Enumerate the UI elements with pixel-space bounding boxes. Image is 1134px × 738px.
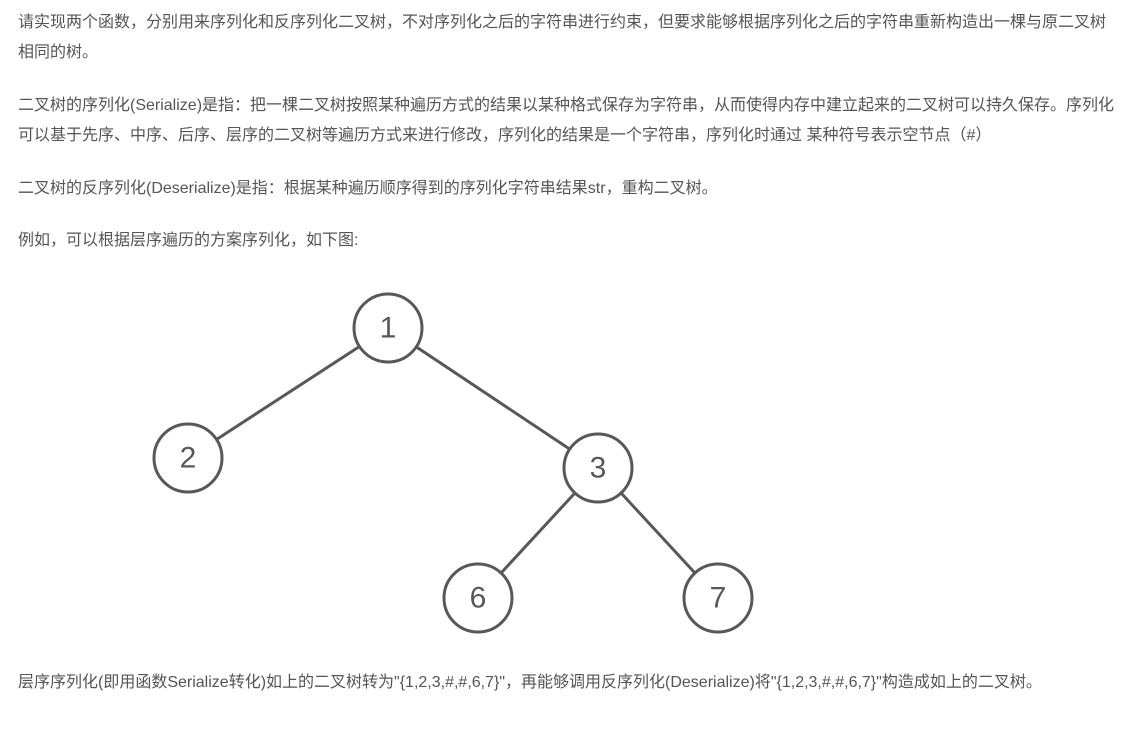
tree-diagram: 1 2 3 6 7 [18, 278, 1116, 649]
tree-node-label: 3 [590, 452, 607, 485]
tree-node: 7 [684, 564, 752, 632]
tree-node-label: 7 [710, 582, 727, 615]
tree-node: 1 [354, 294, 422, 362]
paragraph-example-result: 层序序列化(即用函数Serialize转化)如上的二叉树转为"{1,2,3,#,… [18, 668, 1116, 698]
tree-node-label: 2 [180, 442, 197, 475]
tree-edge [501, 493, 575, 573]
tree-node: 2 [154, 424, 222, 492]
tree-node-label: 6 [470, 582, 487, 615]
paragraph-deserialize: 二叉树的反序列化(Deserialize)是指：根据某种遍历顺序得到的序列化字符… [18, 174, 1116, 204]
paragraph-example-lead: 例如，可以根据层序遍历的方案序列化，如下图: [18, 226, 1116, 256]
tree-node-label: 1 [380, 312, 397, 345]
tree-node: 6 [444, 564, 512, 632]
tree-edge [217, 347, 360, 440]
tree-edge [621, 493, 695, 573]
paragraph-serialize: 二叉树的序列化(Serialize)是指：把一棵二叉树按照某种遍历方式的结果以某… [18, 91, 1116, 152]
tree-node: 3 [564, 434, 632, 502]
tree-svg: 1 2 3 6 7 [18, 278, 838, 638]
paragraph-intro: 请实现两个函数，分别用来序列化和反序列化二叉树，不对序列化之后的字符串进行约束，… [18, 8, 1116, 69]
tree-edge [416, 347, 569, 449]
